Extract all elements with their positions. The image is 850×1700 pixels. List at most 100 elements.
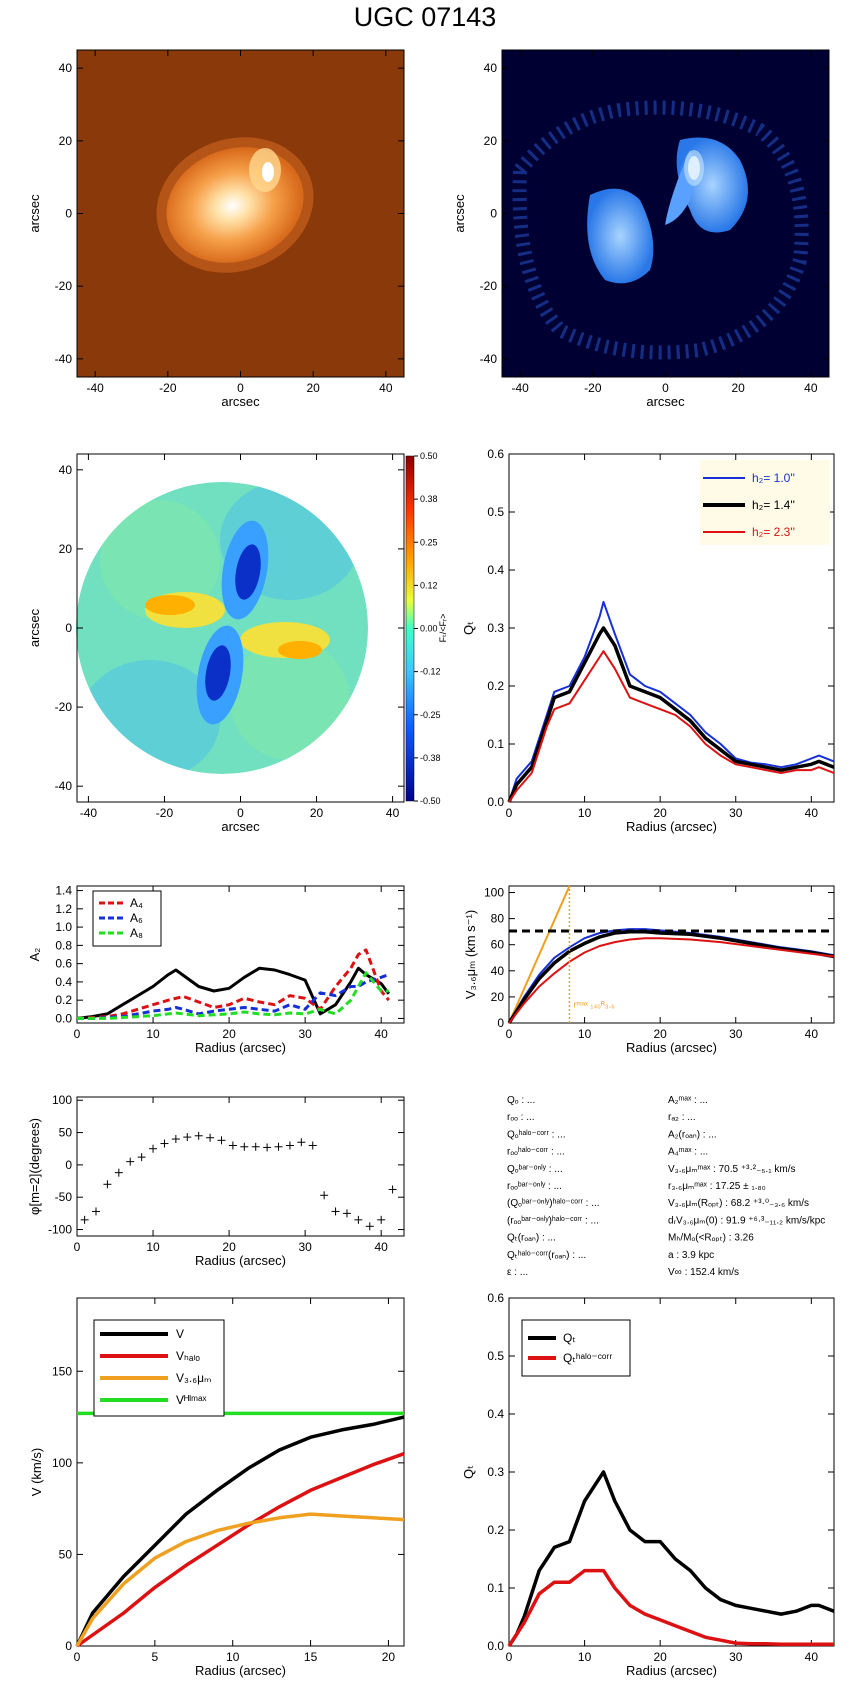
phase-point <box>297 1138 306 1147</box>
phase-point <box>92 1207 101 1216</box>
force-map-ytick-label: -40 <box>55 779 73 793</box>
colorbar <box>405 455 415 802</box>
amps-legend-label: A₆ <box>130 911 143 925</box>
force-map-ytick-label: 40 <box>59 463 73 477</box>
info-left-line: (Qₒᵇᵃʳ⁻ᵒⁿˡʸ)ʰᵃˡᵒ⁻ᶜᵒʳʳ : ... <box>507 1198 600 1209</box>
phase-point <box>240 1142 249 1151</box>
qt-corr-xtick-label: 30 <box>729 1650 743 1664</box>
force-map-xtick-label: -40 <box>80 806 98 820</box>
phase-point <box>320 1191 329 1200</box>
force-map-xtick-label: 20 <box>310 806 324 820</box>
force-map-ytick-label: 0 <box>65 621 72 635</box>
qt-line-black <box>507 626 835 803</box>
info-block: Qₒ : ... rₒₒ : ... Qₒʰᵃˡᵒ⁻ᶜᵒʳʳ : ... rₒₒʰᵃˡ… <box>507 1095 825 1278</box>
qt-ytick-label: 0.6 <box>487 447 504 461</box>
image_right-xtick-label: 0 <box>662 381 669 395</box>
qt-corr-xtick-label: 40 <box>805 1650 819 1664</box>
vdecomp-xtick-label: 0 <box>74 1650 81 1664</box>
info-right-line: a : 3.9 kpc <box>668 1250 714 1261</box>
amps-ytick-label: 0.6 <box>55 957 72 971</box>
phase-point <box>103 1180 112 1189</box>
info-right-column: A₂ᵐᵃˣ : ... rₐ₂ : ... A₂(rₒₐₙ) : ... A₄ᵐᵃˣ … <box>668 1095 825 1278</box>
phase-axes: 0 10 20 30 40 100 50 0 -50 -100 Radius (arcsec) φ[m… <box>27 1093 405 1268</box>
amps-line-black <box>76 966 390 1020</box>
info-right-line: Mₕ/Mₒ(<Rₒₚₜ) : 3.26 <box>668 1233 754 1244</box>
qt-corr-ytick-label: 0.6 <box>487 1291 504 1305</box>
rot-xtick-label: 20 <box>653 1027 667 1041</box>
image_left-ytick-label: -20 <box>55 279 73 293</box>
phase-point <box>160 1139 169 1148</box>
info-left-column: Qₒ : ... rₒₒ : ... Qₒʰᵃˡᵒ⁻ᶜᵒʳʳ : ... rₒₒʰᵃˡ… <box>507 1095 600 1278</box>
phase-point <box>388 1185 397 1194</box>
amps-ytick-label: 0.4 <box>55 975 72 989</box>
image_right-ytick-label: 20 <box>484 134 498 148</box>
plots-layer: -40 -20 0 20 40 40 20 0 -20 -40 arcsec arcsec -40 -20… <box>27 49 835 1678</box>
amps-xlabel: Radius (arcsec) <box>195 1040 286 1055</box>
amps-ytick-label: 0.8 <box>55 938 72 952</box>
phase-point <box>183 1133 192 1142</box>
info-right-line: A₂(rₒₐₙ) : ... <box>668 1129 717 1140</box>
image_left-xtick-label: 20 <box>306 381 320 395</box>
force-map-xlabel: arcsec <box>221 819 260 834</box>
vdecomp-xlabel: Radius (arcsec) <box>195 1663 286 1678</box>
colorbar-tick-label: -0.38 <box>420 753 441 763</box>
force-map-xtick-label: -20 <box>156 806 174 820</box>
qt-ytick-label: 0.1 <box>487 737 504 751</box>
phase-point <box>228 1141 237 1150</box>
rot-annotation: rᵐᵃˣ ₁₄₀ᴿ₃.₆ <box>573 999 615 1009</box>
rot-line-red <box>508 937 835 1024</box>
phase-point <box>80 1215 89 1224</box>
colorbar-ticks: 0.50 0.38 0.25 0.12 0.00 -0.12 -0.25 -0.38 -0.50 <box>414 451 441 806</box>
info-left-line: (rₒₒᵇᵃʳ⁻ᵒⁿˡʸ)ʰᵃˡᵒ⁻ᶜᵒʳʳ : ... <box>507 1215 599 1226</box>
amps-line-blue <box>77 973 390 1020</box>
qt-corr-ylabel: Qₜ <box>461 1465 476 1479</box>
vdecomp-axes: 0 5 10 15 20 0 50 100 150 Radius (arcsec) V (km/s)… <box>29 1297 405 1678</box>
info-right-line: r₃.₆μₘᵐᵃˣ : 17.25 ± ₁.₈₀ <box>668 1181 766 1192</box>
qt-xtick-label: 10 <box>578 806 592 820</box>
phase-point <box>331 1207 340 1216</box>
qt-xtick-label: 40 <box>805 806 819 820</box>
info-right-line: rₐ₂ : ... <box>668 1112 696 1123</box>
image-right-background <box>501 49 830 378</box>
qt-corr-xtick-label: 10 <box>578 1650 592 1664</box>
qt-corr-ytick-label: 0.5 <box>487 1349 504 1363</box>
vdecomp-line-black <box>75 1415 405 1647</box>
qt-legend-label: h₂= 1.0'' <box>752 471 795 485</box>
rot-xlabel: Radius (arcsec) <box>626 1040 717 1055</box>
phase-point <box>308 1141 317 1150</box>
info-right-line: V₃.₆μₘᵐᵃˣ : 70.5 ⁺³·²₋₅.₁ km/s <box>668 1164 795 1175</box>
qt-legend-label: h₂= 1.4'' <box>752 498 795 512</box>
phase-point <box>377 1215 386 1224</box>
image_left-ytick-label: 20 <box>59 134 73 148</box>
rot-ytick-label: 100 <box>484 886 504 900</box>
phase-point <box>274 1142 283 1151</box>
info-right-line: V₃.₆μₘ(Rₒₚₜ) : 68.2 ⁺³·⁰₋₃.₆ km/s <box>668 1198 809 1209</box>
info-left-line: Qₒ : ... <box>507 1095 535 1106</box>
phase-xlabel: Radius (arcsec) <box>195 1253 286 1268</box>
qt-ytick-label: 0.3 <box>487 621 504 635</box>
colorbar-tick-label: -0.12 <box>420 667 441 677</box>
rot-line-black <box>507 929 835 1024</box>
phase-point <box>114 1168 123 1177</box>
qt-line-blue <box>508 600 835 803</box>
force-map-panel: 0.50 0.38 0.25 0.12 0.00 -0.12 -0.25 -0.38 -0.50… <box>76 451 448 806</box>
vdecomp-ytick-label: 100 <box>52 1456 72 1470</box>
amps-ytick-label: 0.0 <box>55 1011 72 1025</box>
info-right-line: A₂ᵐᵃˣ : ... <box>668 1095 708 1106</box>
info-left-line: rₒₒᵇᵃʳ⁻ᵒⁿˡʸ : ... <box>507 1181 562 1192</box>
qt-ytick-label: 0.4 <box>487 563 504 577</box>
image-left-panel <box>76 49 405 378</box>
qt-corr-legend-box <box>521 1319 631 1377</box>
image_left-ytick-label: 0 <box>65 207 72 221</box>
phase-point <box>285 1141 294 1150</box>
colorbar-tick-label: 0.12 <box>420 580 438 590</box>
info-left-line: Qₜ(rₒₐₙ) : ... <box>507 1233 556 1244</box>
vdecomp-line-red <box>75 1452 405 1648</box>
amps-legend-label: A₈ <box>130 926 143 940</box>
image_right-xtick-label: 40 <box>804 381 818 395</box>
rot-ytick-label: 80 <box>491 912 505 926</box>
phase-point <box>251 1142 260 1151</box>
colorbar-label: Fₜ/<Fᵣ> <box>438 614 448 643</box>
